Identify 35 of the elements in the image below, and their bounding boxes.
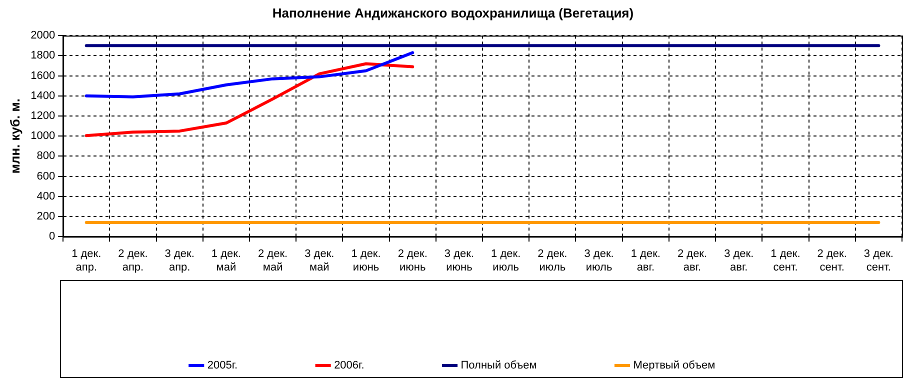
y-tick-label: 1800 [30,50,56,62]
y-tick-label: 2000 [30,30,56,42]
legend-label: Полный объем [460,360,537,372]
y-tick-label: 200 [36,210,56,223]
x-tick-label: 3 дек. июнь [444,248,474,274]
x-tick-label: 1 дек. май [211,248,241,274]
x-tick-label: 3 дек. июль [584,248,614,274]
y-tick-label: 0 [48,230,56,243]
x-tick-label: 3 дек. сент. [864,248,894,274]
x-tick-label: 1 дек. июль [491,248,521,274]
x-tick-label: 2 дек. авг. [677,248,708,274]
y-tick-label: 1200 [30,110,56,122]
x-tick-label: 2 дек. июль [538,248,568,274]
y-tick-label: 1000 [30,130,56,142]
x-tick-label: 2 дек. май [258,248,288,274]
legend-label: 2006г. [334,360,364,372]
legend-label: Мертвый объем [633,360,716,372]
x-tick-label: 1 дек. июнь [351,248,381,274]
x-tick-label: 3 дек. авг. [724,248,754,274]
y-tick-label: 1600 [30,70,56,82]
x-tick-label: 3 дек. май [304,248,334,274]
x-tick-label: 1 дек. сент. [770,248,800,274]
y-tick-label: 600 [36,170,56,182]
x-tick-label: 2 дек. сент. [817,248,847,274]
x-tick-label: 1 дек. апр. [72,248,102,274]
x-tick-label: 1 дек. авг. [630,248,660,274]
legend-label: 2005г. [207,360,238,372]
chart-title: Наполнение Андижанского водохранилища (Вегетация) [272,5,634,20]
x-tick-label: 3 дек. апр. [164,248,194,274]
y-tick-label: 400 [36,190,56,202]
y-tick-label: 800 [36,150,56,162]
x-tick-label: 2 дек. апр. [118,248,148,274]
y-axis-title: млн. куб. м. [7,98,22,174]
x-tick-label: 2 дек. июнь [398,248,428,274]
y-tick-label: 1400 [30,90,56,102]
